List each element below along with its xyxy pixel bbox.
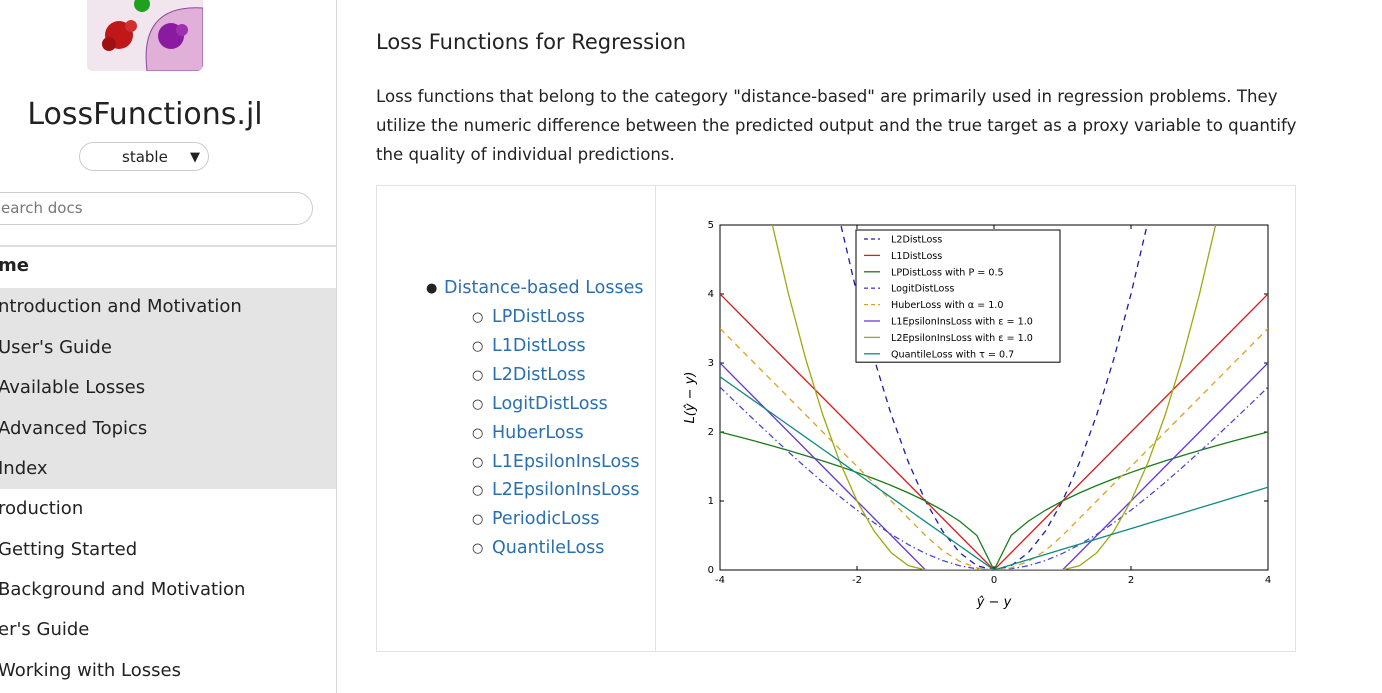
site-title[interactable]: LossFunctions.jl	[27, 97, 263, 132]
bullet: ○	[472, 367, 484, 383]
x-tick-label: -2	[852, 575, 862, 586]
legend-label: QuantileLoss with τ = 0.7	[891, 349, 1014, 360]
current-section	[0, 288, 336, 489]
sidebar: LossFunctions.jl stable ▼ earch docs me nt…	[0, 0, 337, 693]
y-tick-label: 1	[708, 496, 714, 507]
series-lines	[720, 225, 1268, 570]
nav-divider	[0, 245, 336, 247]
chart: -4 -2 0 2 4 0 1 2 3 4 5 ŷ − y L(ŷ − y) L2DistLoss L1Di…	[683, 220, 1271, 610]
legend-label: LPDistLoss with P = 0.5	[891, 267, 1004, 278]
logo[interactable]	[87, 0, 203, 71]
bullet: ○	[472, 338, 484, 354]
bullet: ○	[472, 454, 484, 470]
nav-item[interactable]: ntroduction and Motivation	[0, 296, 242, 317]
legend-label: HuberLoss with α = 1.0	[891, 300, 1003, 311]
series-line	[720, 431, 1268, 570]
toc-link[interactable]: LogitDistLoss	[492, 393, 608, 414]
paragraph: Loss functions that belong to the catego…	[376, 87, 1297, 164]
series-line	[720, 386, 1268, 570]
nav-item[interactable]: Advanced Topics	[0, 418, 148, 439]
bullet: ○	[472, 512, 484, 528]
nav-item[interactable]: er's Guide	[0, 619, 90, 640]
bullet: ○	[472, 483, 484, 499]
logo-art	[87, 0, 203, 71]
x-axis-label: ŷ − y	[976, 595, 1012, 610]
nav-item[interactable]: Working with Losses	[0, 660, 181, 681]
series-line	[720, 376, 1268, 570]
toc-link[interactable]: L2DistLoss	[492, 364, 586, 385]
toc-link[interactable]: L2EpsilonInsLoss	[492, 480, 640, 501]
nav-item[interactable]: roduction	[0, 498, 84, 519]
series-line	[771, 225, 1217, 570]
toc-link[interactable]: PeriodicLoss	[492, 509, 600, 530]
bullet: ●	[426, 281, 438, 296]
figure-table	[376, 185, 1296, 652]
y-axis-label: L(ŷ − y)	[683, 372, 698, 424]
x-tick-label: 0	[991, 575, 997, 586]
legend-label: L2DistLoss	[891, 235, 942, 246]
toc-link[interactable]: LPDistLoss	[492, 307, 586, 327]
y-tick-label: 3	[708, 358, 714, 369]
legend-label: L1DistLoss	[891, 251, 942, 262]
dropdown-arrow: ▼	[190, 150, 200, 165]
series-line	[720, 293, 1268, 570]
legend-label: L1EpsilonInsLoss with ε = 1.0	[891, 317, 1033, 328]
legend-label: LogitDistLoss	[891, 284, 954, 295]
toc-link[interactable]: L1EpsilonInsLoss	[492, 451, 640, 472]
cell-divider	[655, 186, 656, 651]
y-tick-label: 4	[708, 289, 714, 300]
bullet: ○	[472, 310, 484, 325]
nav-item[interactable]: Background and Motivation	[0, 579, 246, 600]
legend-box	[855, 229, 1061, 363]
bullet: ○	[472, 396, 484, 412]
nav-item[interactable]: Index	[0, 458, 48, 479]
toc-link[interactable]: L1DistLoss	[492, 335, 586, 356]
toc-link[interactable]: QuantileLoss	[492, 538, 605, 559]
y-tick-label: 0	[708, 565, 714, 576]
section-heading: Loss Functions for Regression	[376, 30, 687, 54]
x-tick-label: -4	[715, 575, 725, 586]
version-select[interactable]: stable ▼	[79, 142, 209, 171]
nav-item[interactable]: Getting Started	[0, 539, 138, 560]
version-label: stable	[122, 148, 168, 166]
toc-link[interactable]: Distance-based Losses	[444, 278, 644, 298]
y-tick-label: 5	[708, 220, 714, 231]
bullet: ○	[472, 425, 484, 441]
search-box[interactable]: earch docs	[0, 192, 313, 225]
toc-link[interactable]: HuberLoss	[492, 422, 584, 443]
nav-item[interactable]: me	[0, 255, 29, 276]
x-tick-label: 2	[1128, 575, 1134, 586]
x-tick-label: 4	[1265, 575, 1271, 586]
series-line	[720, 328, 1268, 570]
y-tick-label: 2	[708, 427, 714, 438]
legend-label: L2EpsilonInsLoss with ε = 1.0	[891, 333, 1033, 344]
bullet: ○	[472, 541, 484, 557]
series-line	[720, 362, 1268, 570]
nav-item[interactable]: Available Losses	[0, 377, 146, 398]
nav-item[interactable]: User's Guide	[0, 337, 112, 358]
